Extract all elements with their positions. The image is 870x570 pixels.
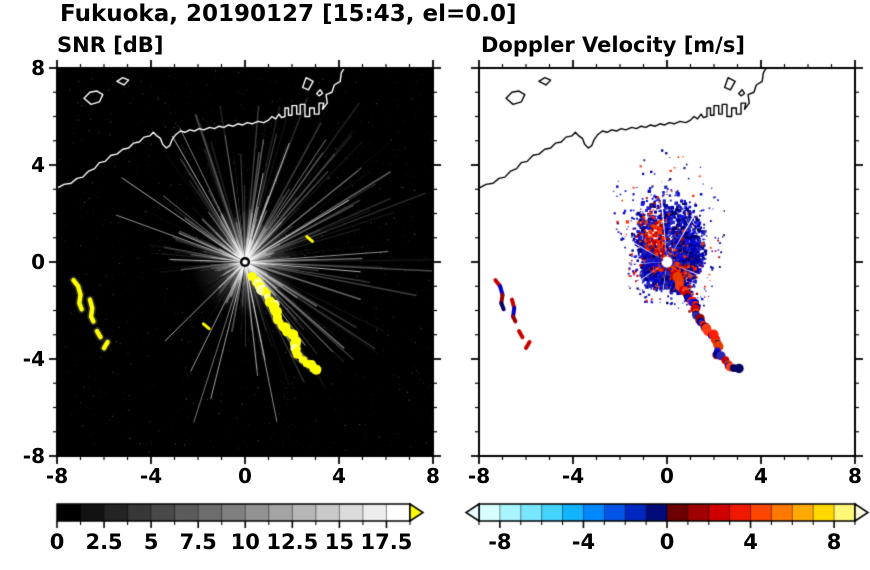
colorbar-tick-label: 7.5 bbox=[179, 530, 217, 554]
x-tick-label: 4 bbox=[754, 464, 768, 488]
colorbar-tick-label: -4 bbox=[571, 530, 596, 554]
x-tick-label: 8 bbox=[848, 464, 862, 488]
colorbar-tick-label: 12.5 bbox=[266, 530, 319, 554]
colorbar-tick-label: 8 bbox=[826, 530, 842, 554]
x-tick-label: -8 bbox=[467, 464, 491, 488]
colorbar-tick-label: 17.5 bbox=[360, 530, 413, 554]
y-tick-label: -4 bbox=[22, 347, 45, 371]
x-tick-label: 0 bbox=[660, 464, 674, 488]
y-tick-label: 0 bbox=[31, 250, 45, 274]
figure-title: Fukuoka, 20190127 [15:43, el=0.0] bbox=[60, 1, 517, 27]
x-tick-label: 0 bbox=[238, 464, 252, 488]
colorbar-tick-label: 5 bbox=[143, 530, 159, 554]
x-tick-label: 8 bbox=[426, 464, 440, 488]
colorbar-tick-label: -8 bbox=[488, 530, 512, 554]
colorbar-tick-label: 15 bbox=[324, 530, 355, 554]
y-tick-label: 4 bbox=[31, 153, 45, 177]
colorbar-tick-label: 10 bbox=[230, 530, 260, 554]
x-tick-label: -4 bbox=[561, 464, 585, 488]
panel-title-snr: SNR [dB] bbox=[57, 33, 164, 57]
x-tick-label: -4 bbox=[139, 464, 163, 488]
x-tick-label: -8 bbox=[45, 464, 69, 488]
panel-title-doppler: Doppler Velocity [m/s] bbox=[481, 33, 745, 57]
colorbar-tick-label: 4 bbox=[743, 530, 758, 554]
colorbar-tick-label: 0 bbox=[49, 530, 65, 554]
colorbar-tick-label: 2.5 bbox=[85, 530, 123, 554]
colorbar-tick-label: 0 bbox=[659, 530, 675, 554]
x-tick-label: 4 bbox=[332, 464, 346, 488]
y-tick-label: 8 bbox=[31, 56, 45, 80]
y-tick-label: -8 bbox=[22, 444, 45, 468]
